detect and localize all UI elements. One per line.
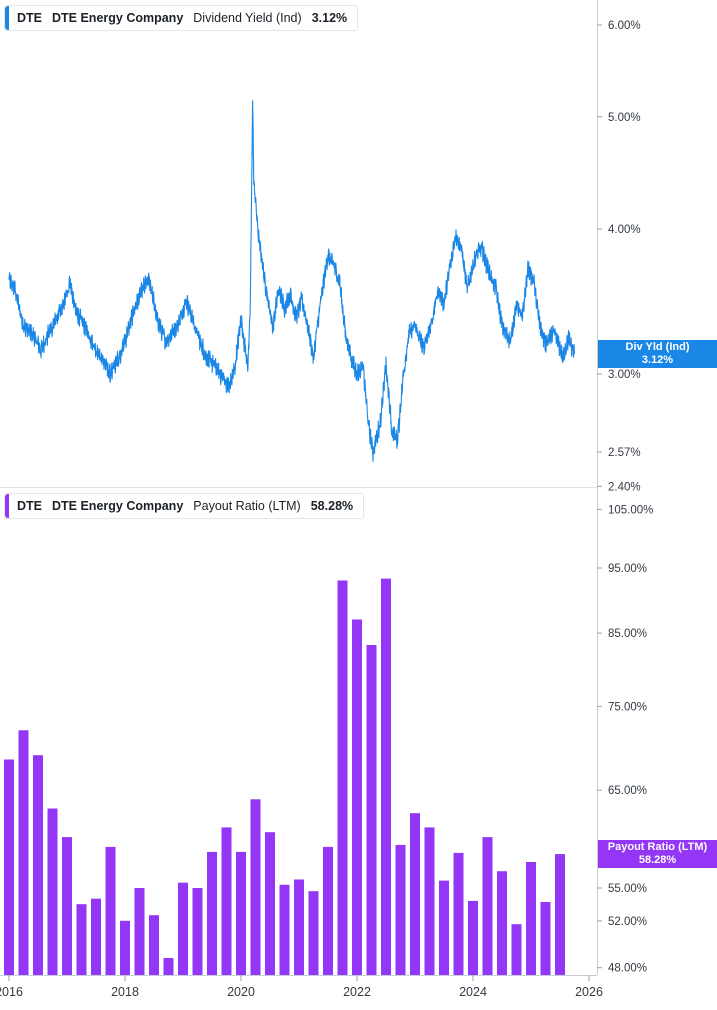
bottom-y-tick-label-4: 65.00% <box>608 785 647 797</box>
top-y-tick-label-3: 3.00% <box>608 369 641 381</box>
dividend-yield-line <box>8 100 576 462</box>
payout-bar-35 <box>511 924 522 975</box>
payout-bar-25 <box>366 645 377 975</box>
bottom-y-tick-label-1: 95.00% <box>608 563 647 575</box>
payout-bar-0 <box>4 759 14 975</box>
payout-bar-16 <box>236 851 246 975</box>
bottom-y-tick-label-6: 52.00% <box>608 916 647 928</box>
payout-bar-19 <box>279 884 290 975</box>
payout-bar-31 <box>453 852 464 975</box>
payout-bar-4 <box>62 837 72 975</box>
payout-bar-5 <box>76 904 87 975</box>
top-legend: DTE DTE Energy Company Dividend Yield (I… <box>4 5 359 31</box>
x-tick-label-3: 2022 <box>343 985 371 999</box>
top-y-tick-label-5: 2.40% <box>608 481 641 493</box>
payout-bar-17 <box>250 799 261 975</box>
bottom-legend-value: 58.28% <box>310 499 354 513</box>
payout-bar-12 <box>178 882 188 975</box>
payout-bar-7 <box>105 846 116 975</box>
bottom-y-tick-label-7: 48.00% <box>608 963 647 975</box>
bottom-legend-swatch <box>5 494 9 518</box>
top-y-tick-label-0: 6.00% <box>608 20 641 32</box>
payout-bar-3 <box>47 808 58 975</box>
bottom-legend: DTE DTE Energy Company Payout Ratio (LTM… <box>4 493 365 519</box>
x-tick-label-4: 2024 <box>459 985 487 999</box>
bottom-legend-metric: Payout Ratio (LTM) <box>193 499 301 513</box>
bottom-y-tick-label-0: 105.00% <box>608 504 653 516</box>
payout-bar-29 <box>424 827 435 975</box>
payout-bar-34 <box>497 871 507 975</box>
payout-bar-21 <box>308 891 319 975</box>
top-y-tick-label-4: 2.57% <box>608 447 641 459</box>
bottom-tag-label: Payout Ratio (LTM) <box>607 841 708 853</box>
payout-bar-10 <box>149 915 159 975</box>
bottom-y-tick-label-2: 85.00% <box>608 628 647 640</box>
payout-bar-23 <box>337 580 348 975</box>
bottom-y-tick-label-3: 75.00% <box>608 701 647 713</box>
payout-bar-36 <box>526 862 536 975</box>
payout-bar-26 <box>381 578 391 975</box>
payout-bar-2 <box>33 755 43 975</box>
top-legend-metric: Dividend Yield (Ind) <box>193 11 302 25</box>
payout-bar-22 <box>323 846 333 975</box>
payout-bar-32 <box>468 900 478 975</box>
bottom-value-tag: Payout Ratio (LTM) 58.28% <box>598 840 717 868</box>
payout-bar-6 <box>91 898 101 975</box>
top-tag-label: Div Yld (Ind) <box>625 341 690 353</box>
top-legend-company: DTE Energy Company <box>52 11 184 25</box>
payout-bar-38 <box>555 854 565 975</box>
payout-bar-33 <box>482 837 493 975</box>
top-y-tick-label-1: 5.00% <box>608 112 641 124</box>
payout-bar-11 <box>163 958 174 975</box>
payout-bar-1 <box>18 730 29 975</box>
bottom-legend-company: DTE Energy Company <box>52 499 184 513</box>
payout-bar-28 <box>410 813 420 975</box>
x-tick-label-5: 2026 <box>575 985 603 999</box>
payout-bar-14 <box>207 851 217 975</box>
x-tick-label-2: 2020 <box>227 985 255 999</box>
top-value-tag: Div Yld (Ind) 3.12% <box>598 340 717 368</box>
payout-bar-24 <box>352 619 362 975</box>
top-y-tick-label-2: 4.00% <box>608 224 641 236</box>
payout-bar-37 <box>540 902 551 975</box>
bottom-legend-ticker: DTE <box>17 499 42 513</box>
bottom-tag-value: 58.28% <box>638 854 677 866</box>
payout-bar-20 <box>294 879 304 975</box>
x-tick-label-1: 2018 <box>111 985 139 999</box>
payout-bar-27 <box>395 844 406 975</box>
top-tag-value: 3.12% <box>641 354 674 366</box>
payout-bar-8 <box>120 920 130 975</box>
payout-bar-30 <box>439 880 449 975</box>
top-legend-value: 3.12% <box>311 11 348 25</box>
payout-bar-18 <box>265 832 275 975</box>
payout-bar-13 <box>192 888 203 975</box>
top-legend-swatch <box>5 6 9 30</box>
top-legend-ticker: DTE <box>17 11 42 25</box>
payout-bar-15 <box>221 827 232 975</box>
payout-bar-9 <box>134 888 145 975</box>
bottom-y-tick-label-5: 55.00% <box>608 883 647 895</box>
x-tick-label-0: 2016 <box>0 985 23 999</box>
